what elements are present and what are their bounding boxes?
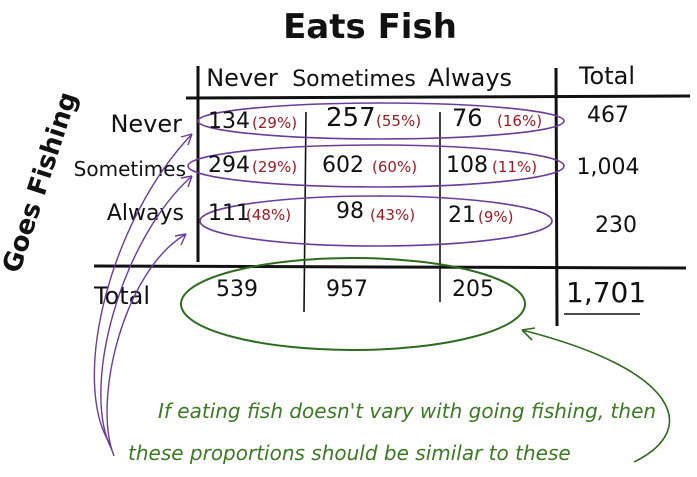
row-total-always: 230 <box>595 213 637 238</box>
row-label-never: Never <box>110 110 182 138</box>
cell-count: 294 <box>208 153 250 178</box>
cell-percent: (48%) <box>246 206 291 224</box>
row-ellipse-always <box>199 195 553 247</box>
annotation-line-2: these proportions should be similar to t… <box>128 441 571 465</box>
table-title: Eats Fish <box>283 7 457 47</box>
cell-count: 21 <box>448 203 476 228</box>
cell-count: 98 <box>336 199 364 224</box>
total-column-rule <box>554 67 559 327</box>
arrowhead-column-totals <box>521 327 536 341</box>
arrow-to-row-always <box>106 233 187 457</box>
column-header-total: Total <box>578 62 635 90</box>
column-header-sometimes: Sometimes <box>292 67 416 92</box>
arrow-to-column-totals <box>521 329 671 463</box>
column-header-always: Always <box>428 64 512 92</box>
column-header-never: Never <box>206 64 278 92</box>
cell-percent: (9%) <box>478 208 514 226</box>
arrowhead-row-sometimes <box>180 175 193 188</box>
cell-percent: (29%) <box>252 158 297 176</box>
column-divider-1 <box>303 111 307 313</box>
cell-percent: (60%) <box>372 158 417 176</box>
cell-percent: (11%) <box>492 158 537 176</box>
column-total-sometimes: 957 <box>326 277 368 302</box>
column-total-ellipse <box>180 257 526 351</box>
arrowhead-row-always <box>174 233 187 246</box>
arrow-to-row-sometimes <box>100 175 193 451</box>
cell-count: 134 <box>208 109 250 134</box>
cell-percent: (29%) <box>252 114 297 132</box>
row-axis-label: Goes Fishing <box>0 88 84 276</box>
cell-count: 111 <box>208 201 250 226</box>
cell-percent: (55%) <box>376 112 421 130</box>
row-total-never: 467 <box>587 103 629 128</box>
cell-count: 257 <box>326 103 376 133</box>
row-ellipse-sometimes <box>187 144 565 188</box>
arrow-to-row-never <box>93 133 193 445</box>
cell-count: 602 <box>322 153 364 178</box>
header-rule <box>185 94 691 100</box>
cell-percent: (43%) <box>370 206 415 224</box>
annotation-line-1: If eating fish doesn't vary with going f… <box>158 399 656 423</box>
cell-count: 108 <box>446 153 488 178</box>
arrowhead-row-never <box>180 133 193 146</box>
column-total-never: 539 <box>216 277 258 302</box>
row-label-always: Always <box>107 201 184 226</box>
row-total-sometimes: 1,004 <box>577 155 640 180</box>
cell-percent: (16%) <box>497 112 542 130</box>
row-ellipse-never <box>197 102 565 140</box>
cell-count: 76 <box>452 104 483 132</box>
row-label-sometimes: Sometimes <box>74 157 186 181</box>
grand-total: 1,701 <box>566 276 646 309</box>
total-row-rule <box>93 264 687 270</box>
column-total-always: 205 <box>452 277 494 302</box>
